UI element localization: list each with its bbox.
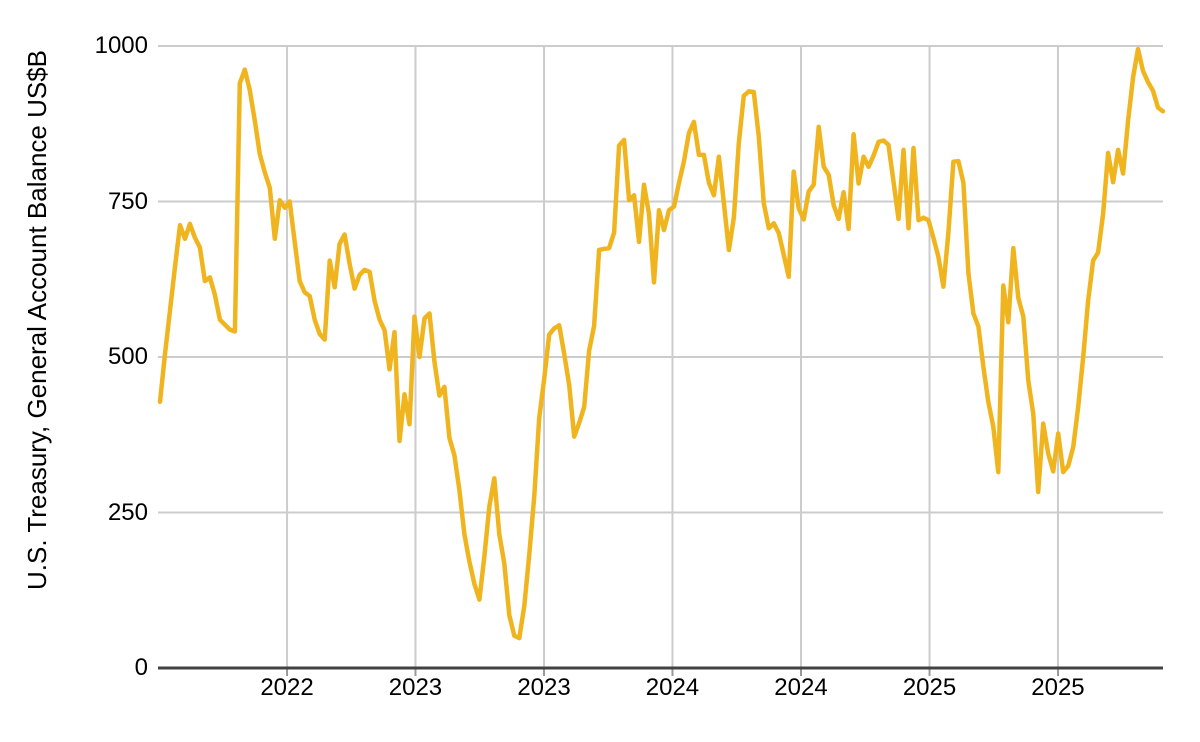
y-tick-label: 1000	[94, 32, 148, 59]
x-tick-label: 2022	[260, 674, 314, 701]
vertical-gridlines	[286, 46, 1059, 668]
y-tick-label: 250	[107, 498, 148, 526]
y-tick-label: 500	[107, 343, 148, 370]
x-tick-label: 2025	[902, 674, 957, 701]
x-tick-label: 2023	[388, 674, 443, 701]
horizontal-gridlines	[158, 45, 1163, 514]
x-tick-label: 2025	[1031, 674, 1085, 701]
y-tick-label: 750	[107, 187, 148, 215]
y-tick-label: 0	[134, 654, 148, 681]
x-tick-label: 2024	[774, 674, 828, 701]
x-tick-label: 2023	[517, 674, 571, 701]
tga-balance-line	[157, 46, 1166, 641]
x-tick-label: 2024	[645, 674, 700, 701]
